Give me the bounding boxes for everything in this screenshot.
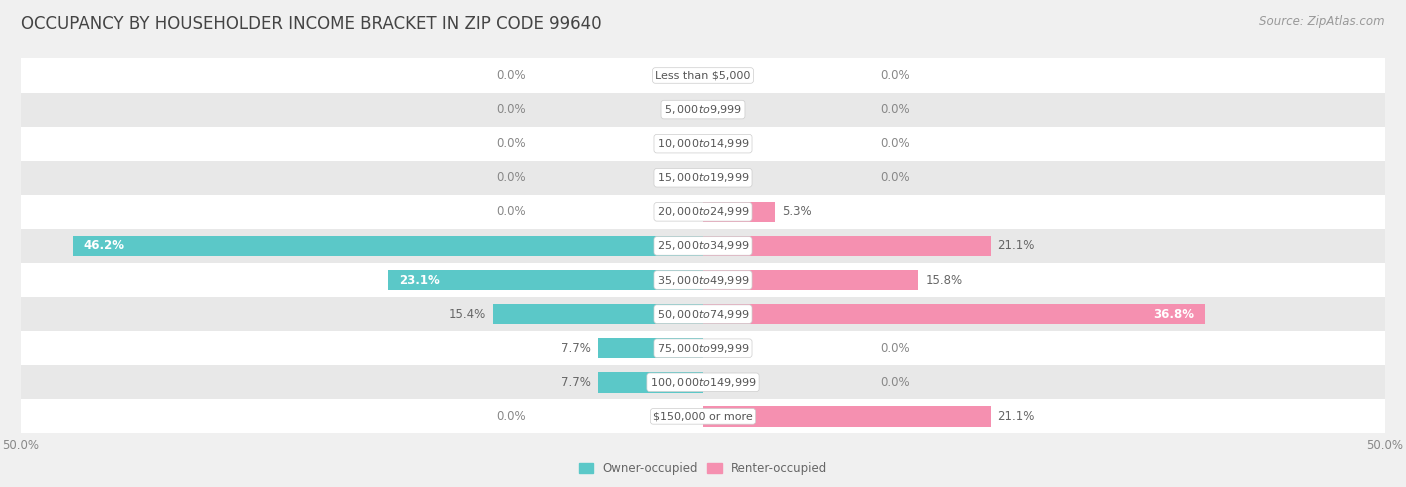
Text: 0.0%: 0.0% (880, 342, 910, 355)
Text: OCCUPANCY BY HOUSEHOLDER INCOME BRACKET IN ZIP CODE 99640: OCCUPANCY BY HOUSEHOLDER INCOME BRACKET … (21, 15, 602, 33)
Text: 15.8%: 15.8% (925, 274, 963, 286)
Text: 0.0%: 0.0% (880, 69, 910, 82)
Bar (703, 236, 991, 256)
Bar (703, 270, 918, 290)
Text: 21.1%: 21.1% (998, 240, 1035, 252)
Bar (21, 127, 1385, 161)
Text: $150,000 or more: $150,000 or more (654, 412, 752, 421)
Bar (703, 406, 991, 427)
Text: 0.0%: 0.0% (496, 137, 526, 150)
Text: 0.0%: 0.0% (496, 410, 526, 423)
Bar (21, 195, 1385, 229)
Text: 0.0%: 0.0% (496, 69, 526, 82)
Text: 5.3%: 5.3% (782, 206, 811, 218)
Text: $20,000 to $24,999: $20,000 to $24,999 (657, 206, 749, 218)
Bar (21, 331, 1385, 365)
Text: 0.0%: 0.0% (496, 103, 526, 116)
Text: Less than $5,000: Less than $5,000 (655, 71, 751, 80)
Text: 7.7%: 7.7% (561, 376, 591, 389)
Bar (73, 236, 703, 256)
Bar (21, 161, 1385, 195)
Bar (21, 399, 1385, 433)
Text: $100,000 to $149,999: $100,000 to $149,999 (650, 376, 756, 389)
Text: 0.0%: 0.0% (880, 376, 910, 389)
Legend: Owner-occupied, Renter-occupied: Owner-occupied, Renter-occupied (574, 458, 832, 480)
Text: 0.0%: 0.0% (880, 137, 910, 150)
Bar (21, 365, 1385, 399)
Bar (494, 304, 703, 324)
Bar (21, 58, 1385, 93)
Text: Source: ZipAtlas.com: Source: ZipAtlas.com (1260, 15, 1385, 28)
Text: 23.1%: 23.1% (399, 274, 440, 286)
Text: $10,000 to $14,999: $10,000 to $14,999 (657, 137, 749, 150)
Text: 7.7%: 7.7% (561, 342, 591, 355)
Text: $75,000 to $99,999: $75,000 to $99,999 (657, 342, 749, 355)
Bar (21, 229, 1385, 263)
Text: $5,000 to $9,999: $5,000 to $9,999 (664, 103, 742, 116)
Bar (388, 270, 703, 290)
Text: 21.1%: 21.1% (998, 410, 1035, 423)
Bar (21, 263, 1385, 297)
Text: $50,000 to $74,999: $50,000 to $74,999 (657, 308, 749, 320)
Text: $25,000 to $34,999: $25,000 to $34,999 (657, 240, 749, 252)
Bar (703, 304, 1205, 324)
Text: $15,000 to $19,999: $15,000 to $19,999 (657, 171, 749, 184)
Text: 46.2%: 46.2% (84, 240, 125, 252)
Text: $35,000 to $49,999: $35,000 to $49,999 (657, 274, 749, 286)
Bar (21, 297, 1385, 331)
Text: 36.8%: 36.8% (1153, 308, 1194, 320)
Text: 15.4%: 15.4% (449, 308, 486, 320)
Bar (598, 372, 703, 393)
Text: 0.0%: 0.0% (880, 103, 910, 116)
Bar (598, 338, 703, 358)
Bar (703, 202, 775, 222)
Text: 0.0%: 0.0% (496, 171, 526, 184)
Bar (21, 93, 1385, 127)
Text: 0.0%: 0.0% (880, 171, 910, 184)
Text: 0.0%: 0.0% (496, 206, 526, 218)
